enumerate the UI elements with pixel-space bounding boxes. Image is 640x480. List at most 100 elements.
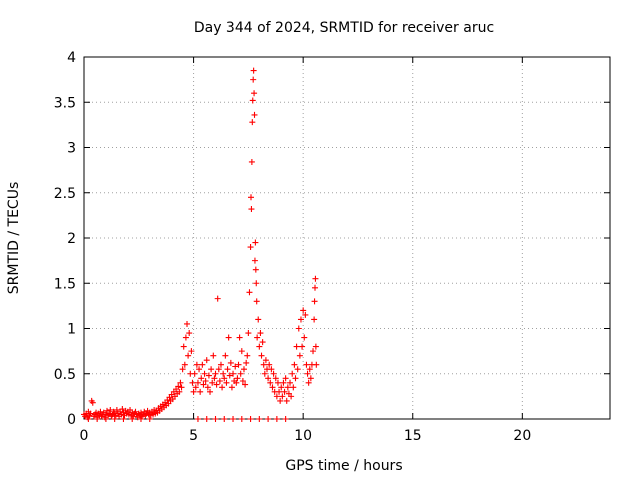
data-point — [228, 384, 235, 391]
data-point — [243, 359, 250, 366]
x-tick-label: 5 — [189, 428, 198, 444]
y-tick-label: 3.5 — [54, 95, 76, 111]
data-point — [293, 343, 300, 350]
data-point — [215, 366, 222, 373]
y-tick-label: 0 — [67, 412, 76, 428]
data-point — [245, 330, 252, 337]
data-point — [257, 330, 264, 337]
x-axis: 0 5 10 15 20 — [80, 57, 531, 444]
data-point — [269, 384, 276, 391]
data-point — [254, 334, 261, 341]
data-point — [222, 352, 229, 359]
data-point — [312, 284, 319, 291]
data-point — [246, 289, 253, 296]
data-point — [230, 416, 237, 422]
data-point — [132, 408, 139, 415]
data-point — [94, 416, 101, 422]
data-point — [185, 352, 192, 359]
data-point — [251, 257, 258, 264]
data-point — [201, 370, 208, 377]
data-point — [258, 352, 265, 359]
data-point — [198, 375, 205, 382]
data-point — [214, 295, 221, 302]
data-point — [186, 330, 193, 337]
data-point — [207, 388, 214, 395]
data-point — [253, 280, 260, 287]
data-point — [113, 406, 120, 413]
data-point — [274, 379, 281, 386]
data-point — [236, 334, 243, 341]
data-point — [102, 416, 109, 422]
data-point — [296, 352, 303, 359]
data-point — [192, 384, 199, 391]
data-point — [200, 381, 207, 388]
data-point — [179, 366, 186, 373]
data-point — [291, 361, 298, 368]
y-axis: 0 0.5 1 1.5 2 2.5 3 3.5 4 — [54, 50, 610, 428]
data-point — [238, 416, 245, 422]
data-point — [176, 388, 183, 395]
x-tick-label: 15 — [404, 428, 422, 444]
data-point — [289, 370, 296, 377]
data-point — [249, 97, 256, 104]
plot-frame — [83, 56, 611, 420]
data-point — [211, 375, 218, 382]
data-point — [277, 397, 284, 404]
data-point — [248, 194, 255, 201]
data-point — [217, 361, 224, 368]
data-point — [239, 377, 246, 384]
data-point — [119, 406, 126, 413]
data-point — [182, 334, 189, 341]
data-point — [130, 413, 137, 420]
data-point — [280, 379, 287, 386]
data-point — [188, 348, 195, 355]
y-tick-label: 1.5 — [54, 276, 76, 292]
data-point — [89, 399, 96, 406]
data-point — [203, 357, 210, 364]
data-point — [313, 361, 320, 368]
data-point — [252, 266, 259, 273]
data-point — [247, 416, 254, 422]
data-point — [233, 379, 240, 386]
data-point — [196, 366, 203, 373]
data-point — [278, 384, 285, 391]
data-point — [251, 111, 258, 118]
y-axis-label: SRMTID / TECUs — [6, 182, 22, 295]
data-point — [301, 334, 308, 341]
data-point — [312, 343, 319, 350]
data-point — [194, 416, 201, 422]
data-point — [191, 370, 198, 377]
data-point — [197, 388, 204, 395]
data-point — [262, 357, 269, 364]
data-point — [287, 379, 294, 386]
data-point — [194, 379, 201, 386]
data-point — [111, 416, 118, 422]
data-point — [247, 244, 254, 251]
data-point — [261, 370, 268, 377]
data-point — [226, 372, 233, 379]
data-point — [219, 384, 226, 391]
data-point — [306, 366, 313, 373]
data-point — [268, 366, 275, 373]
data-point — [303, 361, 310, 368]
data-point — [189, 379, 196, 386]
data-point — [107, 406, 114, 413]
data-point — [87, 410, 94, 417]
data-point — [260, 361, 267, 368]
data-point — [232, 363, 239, 370]
data-point — [273, 393, 280, 400]
data-point — [248, 158, 255, 165]
data-point — [304, 370, 311, 377]
x-tick-label: 0 — [80, 428, 89, 444]
data-point — [181, 361, 188, 368]
data-point — [250, 67, 257, 74]
data-point — [255, 316, 262, 323]
data-point — [230, 370, 237, 377]
data-point — [235, 361, 242, 368]
data-point — [290, 384, 297, 391]
data-point — [265, 416, 272, 422]
data-point — [129, 416, 136, 422]
data-point — [270, 370, 277, 377]
data-point — [253, 298, 260, 305]
